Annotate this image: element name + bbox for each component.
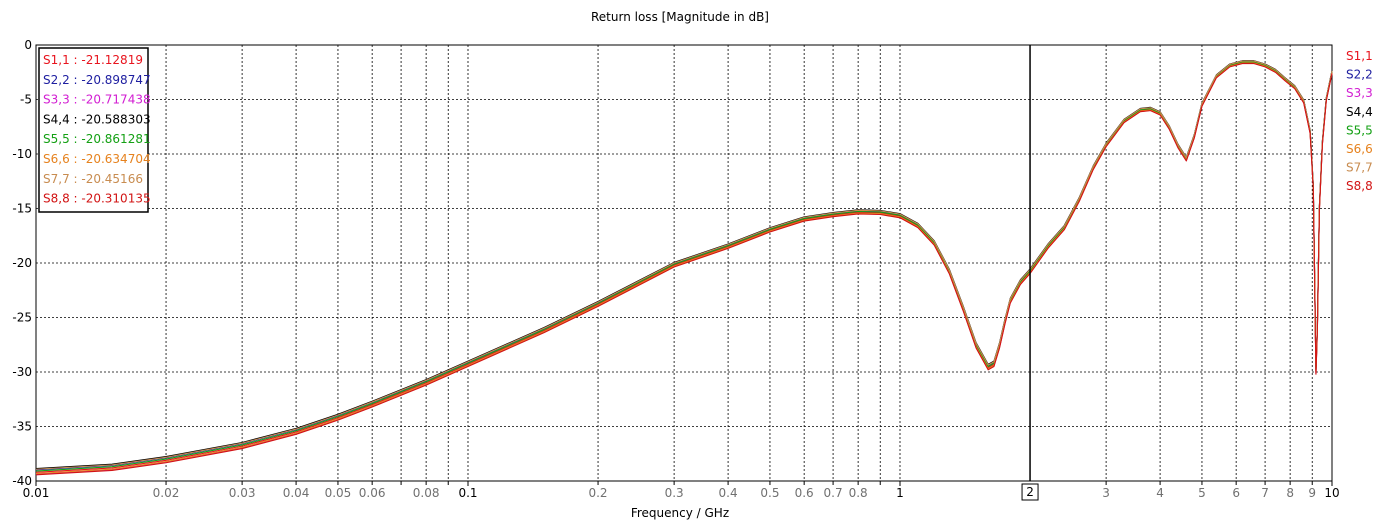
series-line-1 [35,61,1333,473]
x-tick-label: 8 [1286,486,1294,500]
series-end-label: S4,4 [1346,105,1373,119]
series-line-2 [35,60,1333,471]
y-tick-label: -15 [12,202,32,216]
x-tick-label: 0.6 [795,486,814,500]
x-tick-label: 7 [1261,486,1269,500]
x-tick-label: 0.03 [229,486,256,500]
marker-box [1021,483,1039,501]
legend-entry: S4,4 : -20.588303 [43,112,151,126]
chart-title: Return loss [Magnitude in dB] [591,10,769,24]
series-line-8 [35,63,1333,476]
x-tick-label: 0.01 [23,486,50,500]
series-end-label: S3,3 [1346,86,1373,100]
y-tick-label: -5 [20,93,32,107]
plot-frame [35,44,1333,482]
y-tick-label: -40 [12,474,32,488]
legend-box [38,47,149,213]
x-tick-label: 0.3 [665,486,684,500]
marker-label: 2 [1026,485,1034,499]
legend-entry: S7,7 : -20.45166 [43,172,143,186]
x-tick-label: 6 [1232,486,1240,500]
series-line-7 [35,60,1333,470]
x-tick-label: 0.4 [719,486,738,500]
axes: 0 -5 -10 -15 -20 -25 -30 -35 -40 0.02 0.03 0.04 0.05… [12,38,1339,500]
x-tick-label: 0.1 [458,486,477,500]
series-end-label: S2,2 [1346,68,1373,82]
x-tick-label: 0.2 [588,486,607,500]
series-end-label: S5,5 [1346,123,1373,137]
series-end-label: S7,7 [1346,161,1373,175]
legend-entry: S6,6 : -20.634704 [43,152,151,166]
x-tick-label: 0.08 [413,486,440,500]
x-tick-label: 10 [1324,486,1339,500]
x-tick-label: 1 [896,486,904,500]
x-tick-label: 5 [1198,486,1206,500]
series-end-label: S1,1 [1346,49,1373,63]
y-tick-label: -25 [12,311,32,325]
x-tick-label: 9 [1308,486,1316,500]
legend: S1,1 : -21.12819 S2,2 : -20.898747 S3,3 : … [38,47,151,213]
x-axis-label: Frequency / GHz [631,506,729,520]
series-end-label: S6,6 [1346,142,1373,156]
y-tick-label: -10 [12,147,32,161]
y-tick-label: -35 [12,420,32,434]
series-end-label: S8,8 [1346,179,1373,193]
y-tick-label: 0 [24,38,32,52]
series-end-labels: S1,1 S2,2 S3,3 S4,4 S5,5 S6,6 S7,7 S8,8 [1346,49,1373,193]
x-tick-label: 3 [1102,486,1110,500]
series-lines [35,60,1333,476]
legend-entry: S5,5 : -20.861281 [43,132,151,146]
x-tick-label: 0.04 [283,486,310,500]
x-tick-label: 0.5 [760,486,779,500]
series-line-4 [35,60,1333,470]
x-tick-label: 0.06 [359,486,386,500]
x-tick-label: 0.05 [325,486,352,500]
x-tick-label: 0.02 [153,486,180,500]
y-tick-label: -20 [12,256,32,270]
legend-entry: S1,1 : -21.12819 [43,53,143,67]
x-tick-label: 4 [1156,486,1164,500]
series-line-5 [35,61,1333,472]
x-tick-label: 0.7 [824,486,843,500]
series-line-6 [35,62,1333,475]
legend-entry: S8,8 : -20.310135 [43,192,151,206]
frequency-marker[interactable]: 2 [1021,45,1039,501]
y-tick-label: -30 [12,365,32,379]
legend-entry: S2,2 : -20.898747 [43,73,151,87]
x-tick-label: 0.8 [849,486,868,500]
legend-entry: S3,3 : -20.717438 [43,93,151,107]
series-line-3 [35,62,1333,475]
